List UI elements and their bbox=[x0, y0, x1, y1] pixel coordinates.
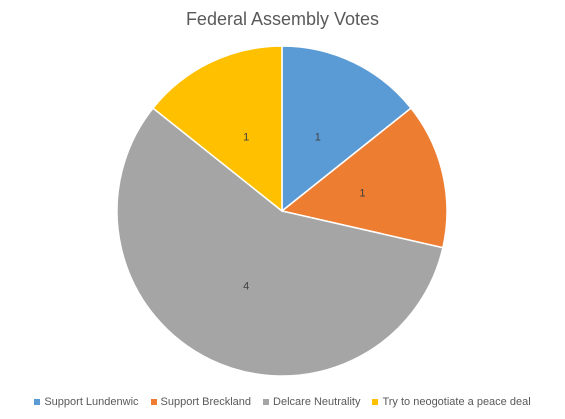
legend-swatch bbox=[150, 399, 157, 405]
pie-slice-2 bbox=[116, 107, 444, 377]
pie-data-label-2: 4 bbox=[243, 280, 249, 292]
legend: Support Lundenwic Support Breckland Delc… bbox=[0, 396, 565, 408]
legend-swatch bbox=[263, 399, 270, 405]
pie-data-labels: 1 1 4 1 bbox=[243, 132, 365, 293]
legend-label: Delcare Neutrality bbox=[273, 396, 361, 408]
legend-item-support-lundenwic: Support Lundenwic bbox=[34, 396, 139, 408]
legend-swatch bbox=[372, 399, 379, 405]
pie-slices bbox=[116, 45, 448, 377]
legend-item-support-breckland: Support Breckland bbox=[150, 396, 252, 408]
legend-swatch bbox=[34, 399, 41, 405]
chart-title: Federal Assembly Votes bbox=[185, 9, 380, 29]
legend-label: Try to neogotiate a peace deal bbox=[382, 396, 531, 408]
pie-data-label-3: 1 bbox=[243, 132, 249, 144]
pie-slice-0 bbox=[281, 45, 413, 213]
legend-label: Support Breckland bbox=[160, 396, 252, 408]
legend-item-delcare-neutrality: Delcare Neutrality bbox=[263, 396, 360, 408]
pie-data-label-1: 1 bbox=[359, 188, 365, 200]
pie-slice-1 bbox=[280, 107, 448, 249]
pie-slice-3 bbox=[151, 45, 283, 213]
legend-label: Support Lundenwic bbox=[44, 396, 139, 408]
legend-item-peace-deal: Try to neogotiate a peace deal bbox=[372, 396, 531, 408]
pie-data-label-0: 1 bbox=[315, 132, 321, 144]
